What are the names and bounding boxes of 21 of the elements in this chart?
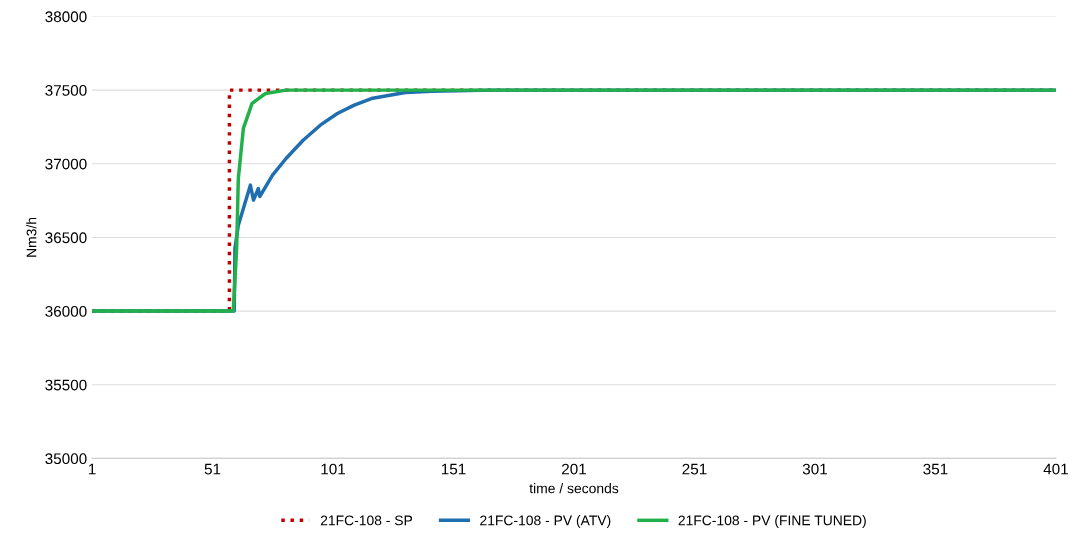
x-axis-title: time / seconds — [529, 483, 619, 494]
legend-label: 21FC-108 - PV (ATV) — [480, 515, 611, 529]
x-tick-label: 1 — [88, 463, 96, 475]
legend-label: 21FC-108 - SP — [320, 515, 413, 526]
x-tick-label: 51 — [204, 463, 221, 475]
x-tick-label: 101 — [321, 463, 346, 475]
y-tick-label: 37500 — [45, 85, 87, 96]
x-tick-label: 251 — [682, 463, 707, 475]
x-tick-label: 151 — [441, 463, 466, 475]
y-tick-label: 36000 — [45, 305, 87, 317]
legend-label: 21FC-108 - PV (FINE TUNED) — [678, 515, 866, 529]
y-tick-label: 36500 — [45, 232, 87, 244]
x-tick-label: 401 — [1043, 463, 1068, 475]
x-tick-label: 201 — [562, 463, 586, 475]
x-tick-label: 351 — [923, 463, 948, 475]
y-tick-label: 35500 — [45, 379, 87, 391]
y-tick-label: 37000 — [45, 158, 87, 170]
y-tick-label: 38000 — [45, 11, 87, 23]
y-axis-title: Nm3/h — [26, 217, 37, 257]
x-tick-label: 301 — [802, 463, 827, 475]
y-tick-label: 35000 — [45, 453, 87, 465]
